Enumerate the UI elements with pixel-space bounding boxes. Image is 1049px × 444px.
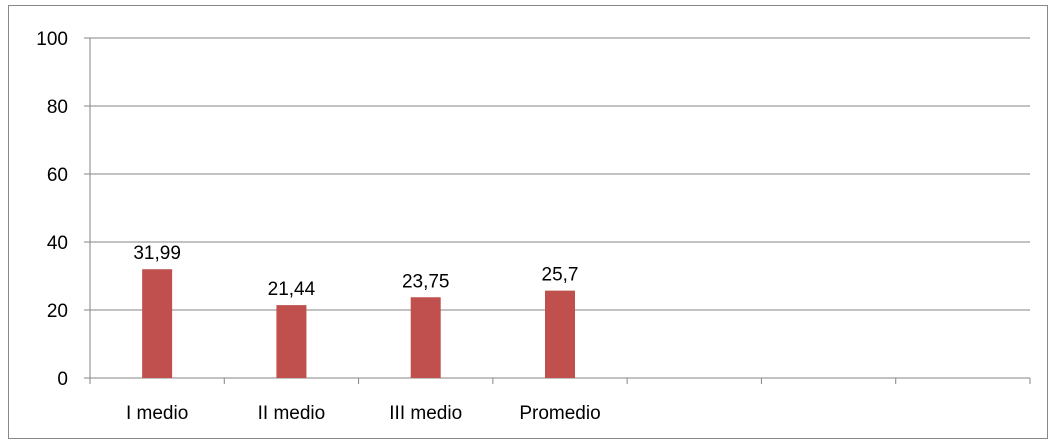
- bars: [142, 269, 575, 378]
- chart-frame: [8, 5, 1048, 439]
- y-tick-label: 20: [47, 301, 68, 322]
- gridlines: [90, 37, 1030, 311]
- y-tick-label: 0: [57, 369, 68, 390]
- x-tick-label: III medio: [389, 403, 462, 424]
- y-axis-tick-labels: 0 20 40 60 80 100: [36, 29, 68, 390]
- data-label: 25,7: [542, 265, 579, 286]
- y-tick-label: 60: [47, 165, 68, 186]
- bar: [142, 269, 173, 378]
- x-tick-label: Promedio: [519, 403, 600, 424]
- y-tick-label: 80: [47, 97, 68, 118]
- data-label: 23,75: [402, 271, 450, 292]
- x-axis-tick-labels: I medio II medio III medio Promedio: [126, 403, 601, 424]
- data-label: 21,44: [268, 279, 316, 300]
- data-labels: 31,99 21,44 23,75 25,7: [133, 243, 578, 300]
- bar: [410, 297, 441, 378]
- x-tick-label: II medio: [258, 403, 326, 424]
- bar: [545, 290, 575, 378]
- data-label: 31,99: [133, 243, 181, 264]
- x-tick-label: I medio: [126, 403, 188, 424]
- bar: [276, 305, 307, 378]
- y-tick-label: 40: [47, 233, 68, 254]
- y-tick-label: 100: [36, 29, 68, 50]
